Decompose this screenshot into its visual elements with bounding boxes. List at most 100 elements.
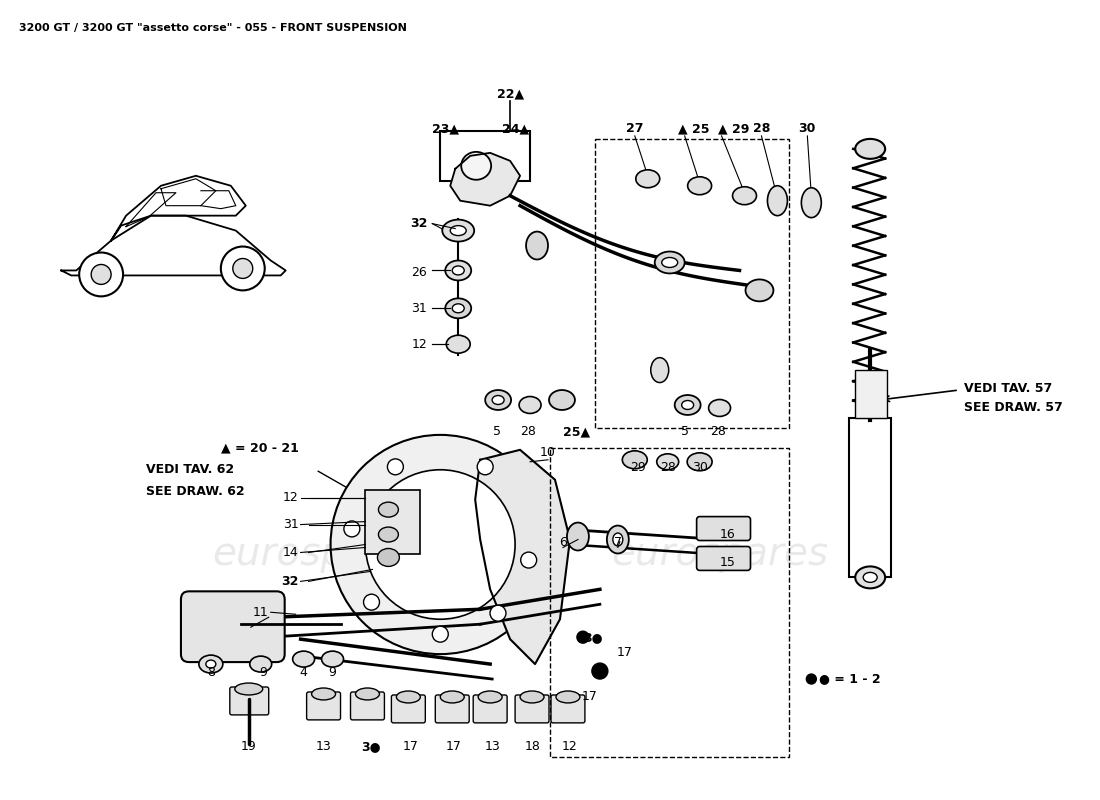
Ellipse shape	[613, 533, 623, 546]
Text: 19: 19	[241, 740, 256, 754]
Circle shape	[576, 631, 588, 643]
Ellipse shape	[461, 152, 491, 180]
Text: 3200 GT / 3200 GT "assetto corse" - 055 - FRONT SUSPENSION: 3200 GT / 3200 GT "assetto corse" - 055 …	[20, 23, 407, 34]
Text: 18: 18	[525, 740, 541, 754]
Text: 9: 9	[329, 666, 337, 678]
Text: 29: 29	[630, 462, 646, 474]
Ellipse shape	[802, 188, 822, 218]
Text: VEDI TAV. 62: VEDI TAV. 62	[146, 463, 234, 476]
Text: 6: 6	[559, 536, 566, 549]
Text: 14: 14	[283, 546, 298, 559]
Ellipse shape	[855, 566, 886, 588]
Circle shape	[387, 459, 404, 474]
Bar	[365, 490, 420, 554]
Ellipse shape	[447, 335, 470, 353]
FancyBboxPatch shape	[307, 692, 341, 720]
FancyBboxPatch shape	[551, 695, 585, 723]
Ellipse shape	[556, 691, 580, 703]
Text: eurospares: eurospares	[610, 535, 828, 574]
FancyBboxPatch shape	[180, 591, 285, 662]
Ellipse shape	[662, 258, 678, 267]
Ellipse shape	[442, 220, 474, 242]
FancyBboxPatch shape	[351, 692, 384, 720]
Circle shape	[592, 663, 608, 679]
Ellipse shape	[526, 231, 548, 259]
FancyBboxPatch shape	[696, 546, 750, 570]
Ellipse shape	[321, 651, 343, 667]
Text: 16: 16	[719, 528, 735, 541]
Circle shape	[477, 459, 493, 474]
Ellipse shape	[446, 298, 471, 318]
Circle shape	[365, 470, 515, 619]
Text: 12: 12	[411, 338, 427, 350]
Ellipse shape	[708, 399, 730, 417]
Text: ▲ = 20 - 21: ▲ = 20 - 21	[221, 442, 299, 454]
Circle shape	[806, 674, 816, 684]
FancyBboxPatch shape	[473, 695, 507, 723]
Ellipse shape	[657, 454, 679, 470]
Ellipse shape	[651, 358, 669, 382]
Ellipse shape	[654, 251, 684, 274]
Circle shape	[520, 552, 537, 568]
Text: 7: 7	[614, 536, 622, 549]
Text: 22▲: 22▲	[496, 87, 524, 101]
Text: 13: 13	[316, 740, 331, 754]
Ellipse shape	[688, 453, 712, 470]
FancyBboxPatch shape	[696, 517, 750, 541]
Ellipse shape	[746, 279, 773, 302]
Text: 23▲: 23▲	[432, 122, 459, 135]
Ellipse shape	[396, 691, 420, 703]
FancyBboxPatch shape	[392, 695, 426, 723]
Ellipse shape	[378, 527, 398, 542]
Text: 25▲: 25▲	[563, 426, 590, 438]
Ellipse shape	[607, 526, 629, 554]
Text: 3●: 3●	[361, 740, 381, 754]
Ellipse shape	[636, 170, 660, 188]
Text: 12: 12	[562, 740, 578, 754]
Bar	[849, 418, 891, 578]
Bar	[440, 131, 530, 181]
Text: 28: 28	[660, 462, 675, 474]
Text: 3●: 3●	[583, 630, 603, 644]
Ellipse shape	[566, 522, 588, 550]
Ellipse shape	[377, 549, 399, 566]
Circle shape	[432, 626, 449, 642]
Text: 17: 17	[446, 740, 461, 754]
Text: 8: 8	[207, 666, 215, 678]
Circle shape	[331, 435, 550, 654]
Ellipse shape	[452, 266, 464, 275]
Circle shape	[221, 246, 265, 290]
Text: ▲ 25: ▲ 25	[678, 122, 710, 135]
Text: 24▲: 24▲	[502, 122, 529, 135]
Ellipse shape	[446, 261, 471, 281]
Ellipse shape	[768, 186, 788, 216]
Text: 30: 30	[692, 462, 707, 474]
Ellipse shape	[355, 688, 380, 700]
Ellipse shape	[250, 656, 272, 672]
Ellipse shape	[378, 502, 398, 517]
Text: 31: 31	[283, 518, 298, 531]
Text: 4: 4	[299, 666, 308, 678]
Text: 28: 28	[752, 122, 770, 135]
Ellipse shape	[450, 226, 466, 235]
Circle shape	[233, 258, 253, 278]
FancyBboxPatch shape	[436, 695, 470, 723]
Ellipse shape	[682, 401, 694, 410]
Ellipse shape	[234, 683, 263, 695]
Circle shape	[363, 594, 379, 610]
Ellipse shape	[485, 390, 512, 410]
Ellipse shape	[520, 691, 544, 703]
Bar	[550, 448, 790, 757]
Text: 17: 17	[617, 646, 632, 658]
Ellipse shape	[452, 304, 464, 313]
Ellipse shape	[623, 451, 647, 469]
FancyBboxPatch shape	[515, 695, 549, 723]
Text: ▲ 29: ▲ 29	[717, 122, 749, 135]
Bar	[595, 139, 790, 428]
Text: 13: 13	[484, 740, 500, 754]
Text: 5: 5	[493, 426, 502, 438]
Text: 32: 32	[282, 575, 298, 588]
Ellipse shape	[206, 660, 216, 668]
Ellipse shape	[199, 655, 223, 673]
Polygon shape	[450, 153, 520, 206]
